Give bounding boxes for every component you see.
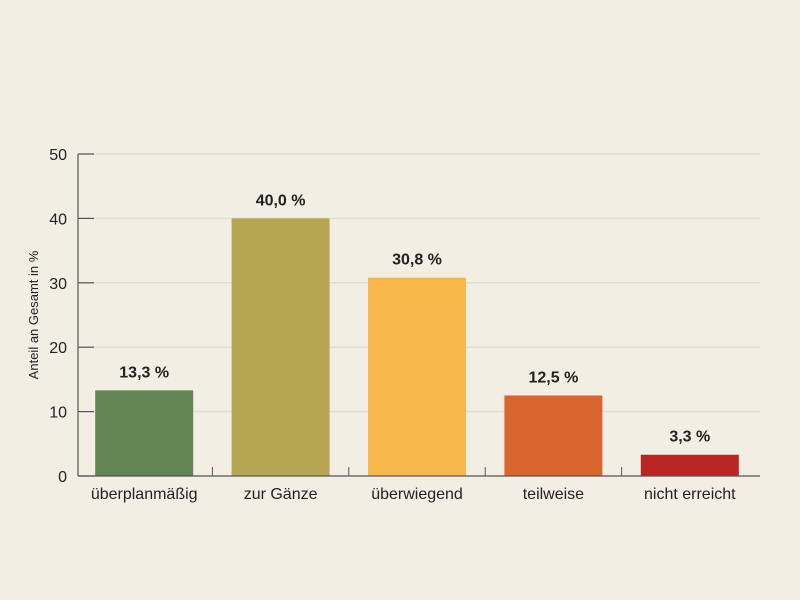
x-category-label: teilweise bbox=[523, 486, 584, 503]
y-tick-label: 50 bbox=[49, 147, 67, 164]
value-labels: 13,3 % 40,0 % 30,8 % 12,5 % 3,3 % bbox=[119, 192, 710, 445]
x-category-label: nicht erreicht bbox=[644, 486, 736, 503]
value-label: 12,5 % bbox=[528, 370, 578, 387]
y-tick-label: 40 bbox=[49, 211, 67, 228]
y-tick-label: 20 bbox=[49, 340, 67, 357]
value-label: 13,3 % bbox=[119, 364, 169, 381]
x-category-label: überwiegend bbox=[371, 486, 463, 503]
value-label: 30,8 % bbox=[392, 252, 442, 269]
bars bbox=[95, 218, 739, 476]
bar bbox=[504, 395, 603, 476]
bar bbox=[95, 390, 194, 476]
bar bbox=[640, 454, 739, 476]
axes bbox=[77, 154, 760, 477]
value-label: 40,0 % bbox=[256, 192, 306, 209]
x-axis-labels: überplanmäßig zur Gänze überwiegend teilwei… bbox=[91, 486, 736, 503]
y-axis-ticks: 0 10 20 30 40 50 bbox=[49, 147, 94, 486]
y-tick-label: 10 bbox=[49, 405, 67, 422]
x-category-label: überplanmäßig bbox=[91, 486, 198, 503]
y-tick-label: 30 bbox=[49, 276, 67, 293]
value-label: 3,3 % bbox=[669, 429, 710, 446]
y-axis-label: Anteil an Gesamt in % bbox=[26, 250, 41, 379]
x-category-label: zur Gänze bbox=[244, 486, 318, 503]
y-tick-label: 0 bbox=[58, 469, 67, 486]
bar bbox=[231, 218, 330, 476]
bar bbox=[368, 277, 466, 476]
